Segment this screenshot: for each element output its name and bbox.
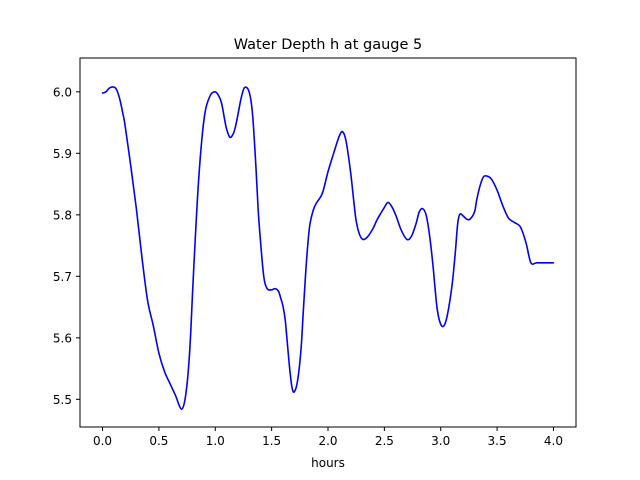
x-axis-label: hours <box>311 456 345 470</box>
x-tick-label: 1.0 <box>206 434 225 448</box>
y-axis-ticks: 5.5 5.6 5.7 5.8 5.9 6.0 <box>53 85 80 407</box>
series-line-water-depth <box>101 86 555 410</box>
y-tick-label: 6.0 <box>53 85 72 99</box>
axes-frame <box>79 57 577 428</box>
x-tick-label: 2.5 <box>375 434 394 448</box>
x-tick-label: 3.0 <box>431 434 450 448</box>
x-tick-label: 3.5 <box>488 434 507 448</box>
x-axis-ticks: 0.0 0.5 1.0 1.5 2.0 2.5 3.0 3.5 4.0 <box>93 427 563 448</box>
y-tick-label: 5.6 <box>53 331 72 345</box>
y-tick-label: 5.8 <box>53 208 72 222</box>
x-tick-label: 1.5 <box>262 434 281 448</box>
plot-area <box>79 57 577 428</box>
y-tick-label: 5.5 <box>53 393 72 407</box>
x-tick-label: 2.0 <box>318 434 337 448</box>
y-tick-label: 5.9 <box>53 147 72 161</box>
x-tick-label: 0.0 <box>93 434 112 448</box>
x-tick-label: 0.5 <box>149 434 168 448</box>
chart-title: Water Depth h at gauge 5 <box>234 37 422 53</box>
x-tick-label: 4.0 <box>544 434 563 448</box>
y-tick-label: 5.7 <box>53 270 72 284</box>
